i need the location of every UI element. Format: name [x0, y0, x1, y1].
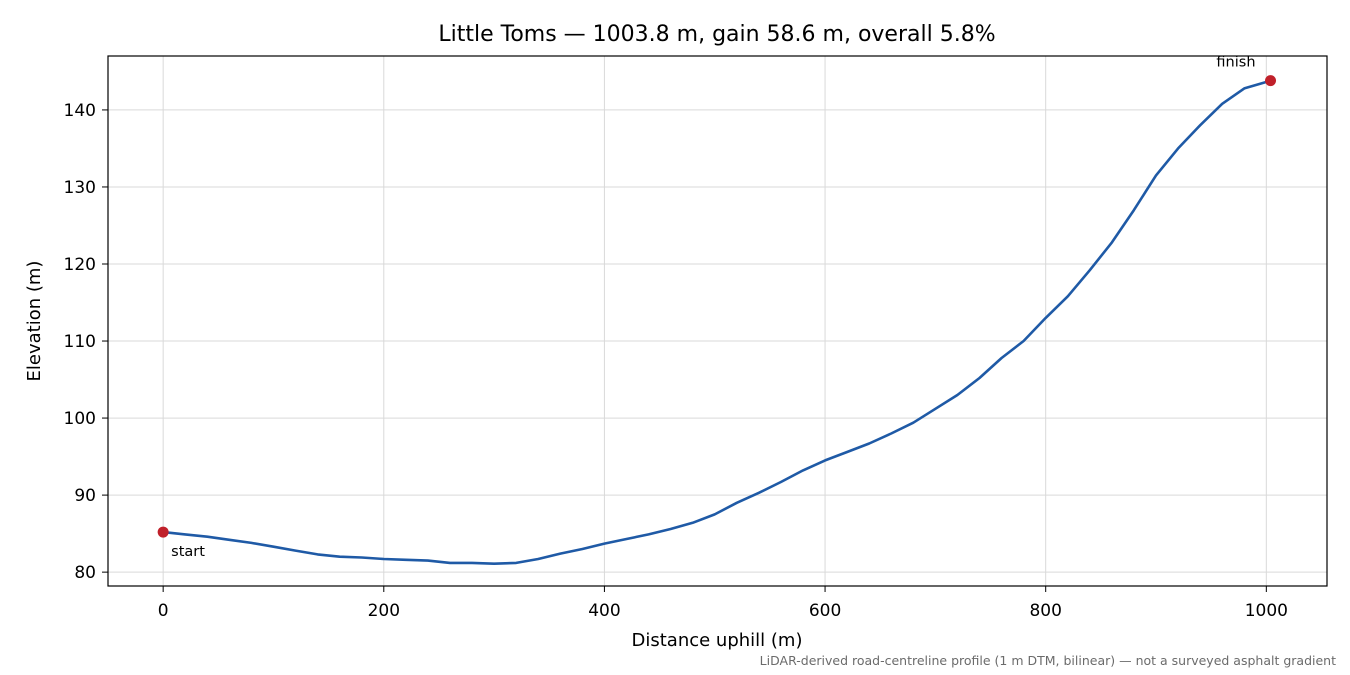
- chart-title: Little Toms — 1003.8 m, gain 58.6 m, ove…: [438, 22, 995, 47]
- plot-frame: [107, 55, 1328, 587]
- y-axis-ticks: 80 90 100 110 120 130 140: [64, 101, 108, 583]
- x-axis-ticks: 0 200 400 600 800 1000: [158, 586, 1288, 621]
- y-tick-label: 140: [64, 101, 96, 121]
- x-axis-label: Distance uphill (m): [632, 630, 803, 651]
- y-axis-label: Elevation (m): [24, 261, 45, 382]
- finish-marker: [1265, 75, 1277, 87]
- grid-lines: [108, 56, 1327, 586]
- footnote: LiDAR-derived road-centreline profile (1…: [760, 653, 1336, 668]
- x-tick-label: 0: [158, 601, 169, 621]
- y-tick-label: 130: [64, 178, 96, 198]
- y-tick-label: 90: [74, 486, 96, 506]
- y-tick-label: 80: [74, 563, 96, 583]
- x-tick-label: 1000: [1245, 601, 1288, 621]
- y-tick-label: 100: [64, 409, 96, 429]
- y-tick-label: 110: [64, 332, 96, 352]
- x-tick-label: 800: [1029, 601, 1061, 621]
- y-tick-label: 120: [64, 255, 96, 275]
- elevation-profile-line: [161, 79, 1272, 565]
- x-tick-label: 200: [368, 601, 400, 621]
- finish-annotation: finish: [1216, 55, 1255, 71]
- start-marker: [157, 526, 169, 538]
- x-tick-label: 400: [588, 601, 620, 621]
- start-annotation: start: [171, 544, 205, 560]
- x-tick-label: 600: [809, 601, 841, 621]
- series-layer: start finish: [157, 55, 1277, 565]
